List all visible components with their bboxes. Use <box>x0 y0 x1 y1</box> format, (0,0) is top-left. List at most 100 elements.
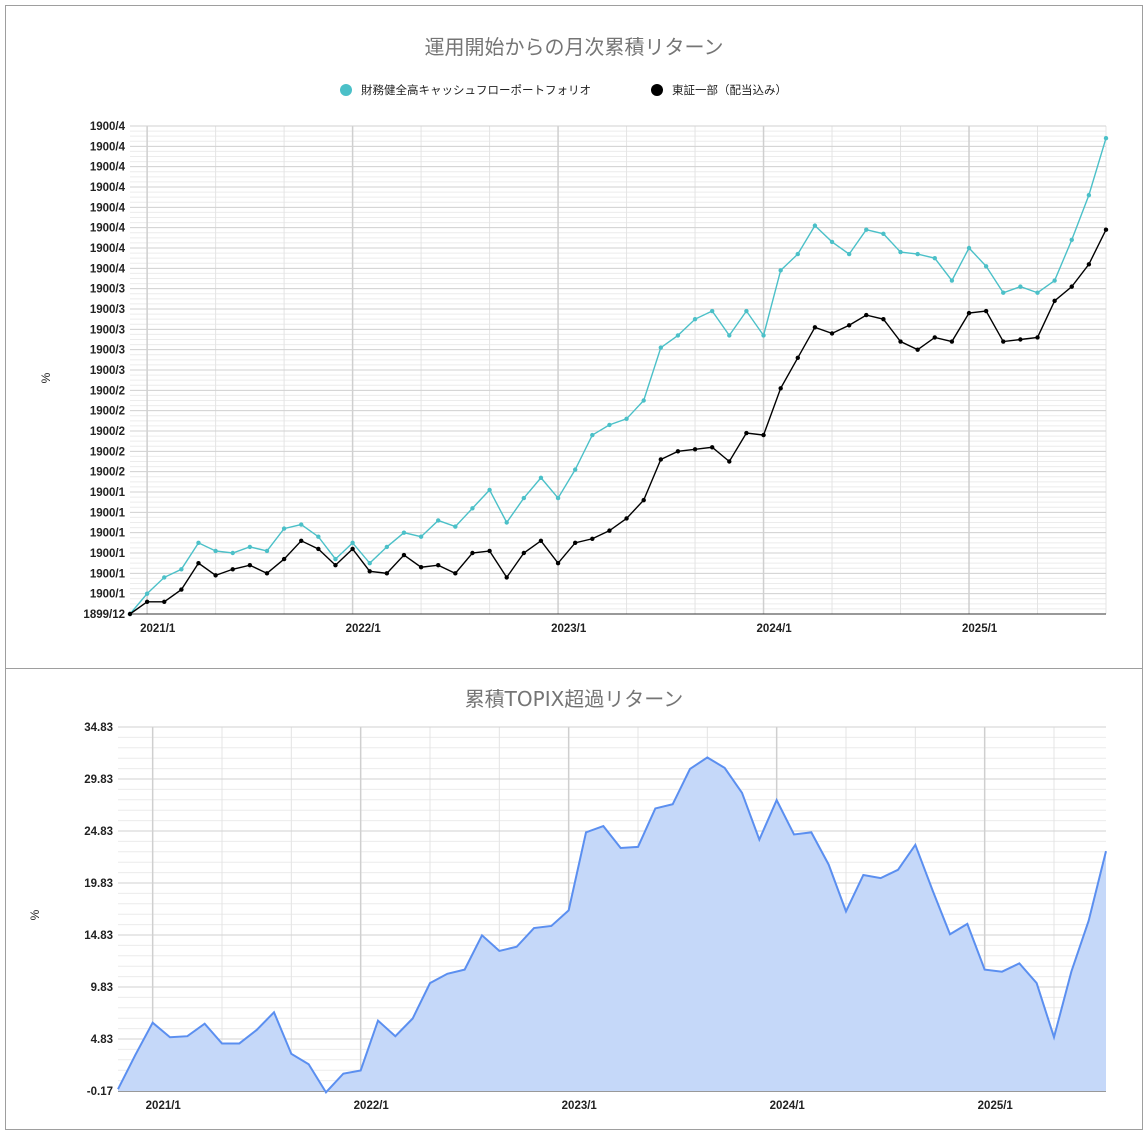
data-point <box>881 316 886 322</box>
data-point <box>864 312 869 318</box>
data-point <box>1052 298 1057 304</box>
y-tick-label: 1900/1 <box>90 568 126 580</box>
data-point <box>350 546 355 552</box>
data-point <box>778 386 783 391</box>
data-point <box>829 331 835 336</box>
data-point <box>761 333 766 338</box>
y-tick-label: 1900/2 <box>90 467 125 479</box>
data-point <box>812 223 818 228</box>
data-point <box>1018 337 1023 342</box>
data-point <box>487 487 492 493</box>
data-point <box>487 548 492 554</box>
legend-marker-portfolio <box>340 84 352 96</box>
data-point <box>1103 136 1109 141</box>
data-point <box>744 430 749 436</box>
data-point <box>1001 290 1006 295</box>
y-tick-label: 34.83 <box>84 722 113 734</box>
y-tick-label: -0.17 <box>87 1086 113 1098</box>
data-point <box>264 571 270 576</box>
data-point <box>316 546 321 552</box>
y-tick-label: 1900/1 <box>90 507 126 519</box>
y-tick-label: 1900/4 <box>90 263 126 275</box>
data-point <box>162 575 167 580</box>
data-point <box>453 524 458 529</box>
data-point <box>795 355 800 360</box>
data-point <box>1035 335 1040 340</box>
data-point <box>470 506 475 511</box>
legend-label-portfolio: 財務健全高キャッシュフローポートフォリオ <box>361 83 591 97</box>
data-point <box>555 495 561 501</box>
data-point <box>333 556 338 562</box>
data-point <box>213 573 218 578</box>
data-point <box>333 563 338 568</box>
data-point <box>1052 278 1057 283</box>
data-point <box>247 544 253 550</box>
data-point <box>162 599 167 604</box>
y-axis-label: % <box>28 909 42 920</box>
y-tick-label: 1900/4 <box>90 121 126 133</box>
data-point <box>213 548 218 554</box>
y-tick-label: 29.83 <box>84 774 113 786</box>
data-point <box>881 231 886 236</box>
series-line-0 <box>129 137 1107 615</box>
data-point <box>607 528 612 533</box>
data-point <box>675 333 681 338</box>
data-point <box>230 567 235 572</box>
data-point <box>727 459 732 464</box>
data-point <box>281 526 287 531</box>
x-tick-label: 2024/1 <box>757 623 793 635</box>
chart-title: 累積TOPIX超過リターン <box>465 687 684 711</box>
data-point <box>846 323 852 328</box>
data-point <box>641 398 646 403</box>
data-point <box>538 538 544 543</box>
y-tick-label: 1900/1 <box>90 528 126 540</box>
data-point <box>299 538 304 543</box>
data-point <box>983 308 989 314</box>
series-area-fill <box>118 757 1106 1093</box>
cumulative-return-chart: 運用開始からの月次累積リターン 財務健全高キャッシュフローポートフォリオ 東証一… <box>39 35 1109 635</box>
y-tick-label: 1899/12 <box>83 609 125 621</box>
data-point <box>1018 284 1023 289</box>
data-point <box>1069 237 1074 243</box>
data-point <box>401 552 407 558</box>
y-tick-label: 1900/4 <box>90 223 126 235</box>
y-tick-label: 1900/1 <box>90 589 126 601</box>
excess-return-chart: 累積TOPIX超過リターン % -0.17 4.83 9.83 14.83 19.83 2… <box>28 687 1107 1112</box>
data-point <box>504 520 509 525</box>
data-point <box>436 518 441 523</box>
data-point <box>196 560 201 566</box>
data-point <box>572 540 578 546</box>
data-point <box>1035 290 1040 295</box>
x-tick-label: 2024/1 <box>770 1100 806 1112</box>
x-tick-label: 2023/1 <box>551 623 587 635</box>
data-point <box>709 308 715 314</box>
data-point <box>230 550 235 556</box>
data-point <box>761 432 766 438</box>
excess-return-chart-panel: 累積TOPIX超過リターン % -0.17 4.83 9.83 14.83 19.83 2… <box>5 668 1143 1130</box>
data-point <box>744 308 749 314</box>
y-tick-label: 1900/3 <box>90 365 125 377</box>
data-point <box>727 333 732 338</box>
data-point <box>590 432 595 438</box>
data-point <box>590 536 595 541</box>
data-point <box>418 565 424 570</box>
data-point <box>624 516 629 521</box>
data-point <box>898 339 903 344</box>
data-point <box>453 571 458 576</box>
data-point <box>555 560 561 566</box>
y-tick-label: 1900/4 <box>90 182 126 194</box>
y-tick-label: 1900/4 <box>90 243 126 255</box>
data-point <box>127 611 133 617</box>
data-point <box>1069 284 1074 289</box>
data-point <box>864 227 869 232</box>
data-point <box>367 569 372 574</box>
series-line-1 <box>129 229 1107 615</box>
data-point <box>1001 339 1006 344</box>
data-point <box>709 445 715 450</box>
data-point <box>812 325 818 330</box>
data-point <box>829 239 835 245</box>
y-tick-label: 14.83 <box>84 930 113 942</box>
y-tick-label: 1900/3 <box>90 345 125 357</box>
data-point <box>316 534 321 539</box>
x-tick-label: 2022/1 <box>354 1100 390 1112</box>
